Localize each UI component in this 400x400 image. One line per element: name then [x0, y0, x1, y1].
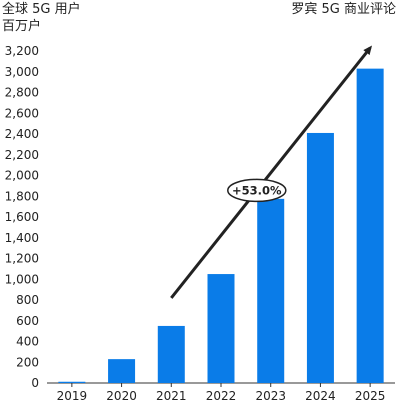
- y-tick-label: 1,200: [5, 252, 39, 266]
- y-tick-label: 2,000: [5, 169, 39, 183]
- y-tick-label: 0: [31, 376, 39, 390]
- annotation-label: +53.0%: [232, 183, 282, 197]
- y-tick-label: 1,400: [5, 231, 39, 245]
- annotation-ellipse: [227, 178, 287, 203]
- bars: [58, 68, 384, 383]
- bar-2020: [108, 359, 136, 383]
- chart-source: 罗宾 5G 商业评论: [291, 2, 396, 17]
- bar-2022: [207, 274, 235, 383]
- x-tick-label: 2024: [305, 389, 336, 400]
- y-tick-label: 3,200: [5, 44, 39, 58]
- chart-title: 全球 5G 用户: [2, 2, 81, 17]
- x-tick-label: 2019: [57, 389, 88, 400]
- x-tick-label: 2023: [255, 389, 286, 400]
- bar-2021: [157, 325, 185, 383]
- y-tick-label: 2,600: [5, 106, 39, 120]
- y-tick-label: 3,000: [5, 65, 39, 79]
- bar-2019: [58, 381, 86, 383]
- y-tick-label: 1,800: [5, 189, 39, 203]
- bar-2025: [356, 68, 384, 383]
- bar-2024: [306, 132, 334, 383]
- y-tick-label: 600: [16, 314, 39, 328]
- y-tick-label: 2,200: [5, 148, 39, 162]
- y-tick-label: 200: [16, 355, 39, 369]
- y-tick-label: 1,000: [5, 272, 39, 286]
- x-axis-ticks: 2019 2020 2021 2022 2023 2024 2025: [57, 383, 386, 400]
- y-tick-label: 800: [16, 293, 39, 307]
- x-tick-label: 2020: [106, 389, 137, 400]
- growth-annotation: +53.0%: [227, 178, 287, 203]
- y-axis: 0 200 400 600 800 1,000 1,200 1,400 1,600 1,800 2,…: [5, 44, 39, 390]
- y-tick-label: 400: [16, 335, 39, 349]
- y-tick-label: 1,600: [5, 210, 39, 224]
- x-tick-label: 2021: [156, 389, 187, 400]
- x-tick-label: 2022: [206, 389, 237, 400]
- y-tick-label: 2,400: [5, 127, 39, 141]
- x-tick-label: 2025: [355, 389, 386, 400]
- chart-subtitle: 百万户: [2, 19, 42, 34]
- trend-arrow: [170, 45, 373, 299]
- y-tick-label: 2,800: [5, 86, 39, 100]
- bar-2023: [257, 198, 285, 383]
